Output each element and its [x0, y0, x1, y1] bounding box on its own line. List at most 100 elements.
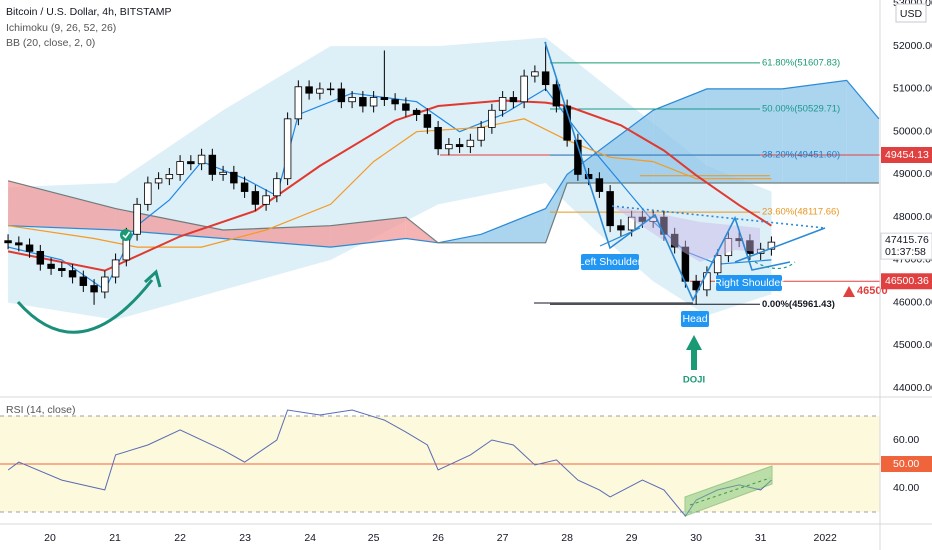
candle-body — [230, 171, 238, 184]
candle-body — [380, 97, 389, 101]
candle-body — [294, 86, 303, 120]
x-tick-label: 28 — [561, 532, 573, 544]
curve-arrow — [16, 279, 154, 334]
cloud-segment — [8, 180, 116, 230]
cloud-span-b — [7, 180, 879, 244]
candle-body — [283, 118, 292, 180]
trendline — [734, 227, 826, 263]
last-price-tag — [880, 232, 932, 260]
candle-body — [208, 154, 217, 175]
candle-body — [638, 216, 647, 222]
candle-body — [154, 178, 163, 184]
candle-body — [101, 276, 109, 293]
x-tick-label: 30 — [690, 532, 702, 544]
x-tick-label: 20 — [44, 532, 56, 544]
annotation: Left Shoulder — [579, 256, 642, 268]
candle-body — [68, 270, 77, 278]
cloud-segment — [782, 80, 847, 183]
candle-body — [713, 255, 722, 274]
candle-body — [305, 86, 313, 94]
candle-body — [79, 276, 88, 286]
indicator-legend: Ichimoku (9, 26, 52, 26) — [6, 22, 116, 34]
cloud-segment — [545, 174, 568, 243]
candle-body — [498, 97, 507, 111]
x-tick-label: 31 — [755, 532, 767, 544]
fib-label: 0.00%(45961.43) — [762, 299, 835, 310]
candle-body — [595, 178, 604, 192]
y-tick-label: 49000.00 — [893, 168, 932, 180]
candle-body — [552, 84, 561, 107]
cloud-segment — [653, 88, 707, 183]
candle-body — [165, 174, 174, 180]
cloud-segment — [223, 225, 331, 248]
check-mark — [122, 231, 131, 239]
candle-body — [111, 259, 120, 278]
candle-body — [187, 161, 195, 165]
last-price: 47415.76 — [885, 234, 929, 246]
alert-label: 46500 — [857, 285, 888, 297]
candle-body — [25, 244, 34, 252]
y-tick-label: 45000.00 — [893, 339, 932, 351]
y-tick-label: 52000.00 — [893, 40, 932, 52]
y-tick-label: 50000.00 — [893, 125, 932, 137]
up-arrow — [686, 335, 702, 370]
candle-body — [477, 126, 485, 141]
countdown: 01:37:58 — [885, 246, 926, 258]
x-tick-label: 21 — [109, 532, 121, 544]
candle-body — [273, 178, 281, 197]
price-tag-label: 49454.13 — [885, 149, 929, 161]
candle-body — [670, 233, 679, 248]
candle-body — [176, 161, 184, 175]
candle-body — [337, 88, 346, 103]
price-tag — [881, 147, 932, 164]
x-tick-label: 2022 — [813, 532, 837, 544]
cloud-segment — [706, 88, 783, 183]
candle-body — [767, 241, 776, 250]
candle-body — [434, 126, 442, 150]
rsi-line — [7, 409, 772, 517]
candle-body — [531, 71, 539, 77]
candle-body — [402, 103, 410, 111]
label-box — [716, 275, 782, 291]
currency: USD — [900, 8, 923, 20]
label-box — [581, 254, 639, 270]
candle-body — [724, 238, 733, 257]
y-tick-label: 46000.00 — [893, 296, 932, 308]
cloud-segment — [330, 217, 406, 248]
fib-label: 23.60%(48117.66) — [762, 207, 839, 218]
candle-body — [509, 97, 518, 103]
candle-body — [90, 285, 98, 293]
candle-body — [133, 203, 141, 235]
candle-body — [423, 114, 432, 128]
candle-body — [262, 195, 270, 205]
x-tick-label: 27 — [497, 532, 509, 544]
candle-body — [15, 242, 23, 246]
indicator-legend: BB (20, close, 2, 0) — [6, 37, 95, 49]
candle-body — [606, 191, 614, 227]
midline-label: 50.00 — [893, 458, 919, 470]
x-tick-label: 23 — [239, 532, 251, 544]
check-icon — [120, 229, 132, 241]
label-box — [681, 311, 709, 327]
candle-body — [47, 263, 55, 269]
cloud-segment — [846, 80, 879, 183]
candle-body — [36, 250, 45, 265]
alert-icon — [843, 286, 855, 297]
candle-body — [348, 97, 356, 103]
y-tick-label: 44000.00 — [893, 382, 932, 394]
candle-body — [627, 216, 636, 231]
price-tag — [881, 273, 932, 290]
candle-body — [692, 280, 700, 291]
candle-body — [144, 182, 152, 205]
candle-body — [197, 154, 206, 165]
candle-body — [488, 109, 496, 128]
rsi-channel — [684, 465, 773, 517]
bb-area — [8, 37, 772, 320]
candle-body — [251, 191, 260, 205]
y-tick-label: 48000.00 — [893, 211, 932, 223]
candle-body — [58, 268, 66, 272]
candle-body — [617, 225, 625, 231]
x-tick-label: 26 — [432, 532, 444, 544]
candle-body — [466, 139, 475, 148]
